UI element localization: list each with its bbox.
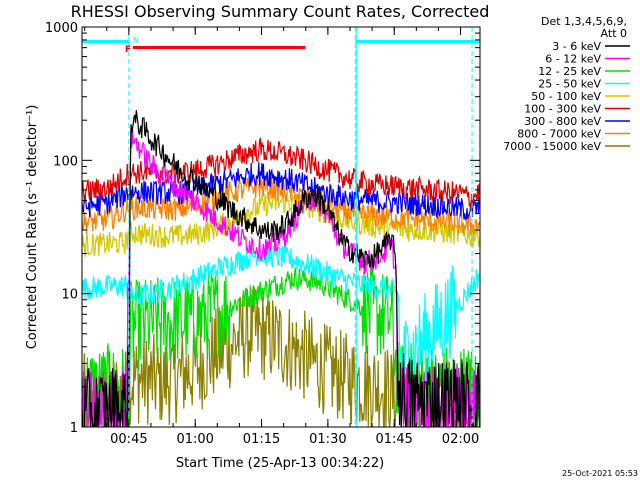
legend-label: 100 - 300 keV <box>524 103 601 116</box>
annotation-layer: FN <box>82 27 480 427</box>
series-800-7000keV-line <box>82 175 480 236</box>
flare-flag-label: F <box>125 45 131 55</box>
legend-label: 25 - 50 keV <box>538 78 601 91</box>
flare-flag-bar <box>132 46 306 49</box>
x-tick-label: 01:45 <box>375 432 412 447</box>
legend-label: 50 - 100 keV <box>531 90 601 103</box>
series-300-800keV-line <box>82 162 480 221</box>
x-tick-label: 01:00 <box>176 432 213 447</box>
legend-label: 3 - 6 keV <box>552 40 601 53</box>
y-tick-label: 1000 <box>45 21 78 36</box>
series-100-300keV-line <box>82 136 480 209</box>
night-flag-label: N <box>133 36 139 45</box>
plot-frame <box>81 26 481 428</box>
y-axis-label: Corrected Count Rate (s⁻¹ detector⁻¹) <box>25 105 40 350</box>
y-tick-label: 10 <box>61 288 78 303</box>
legend-label: 800 - 7000 keV <box>517 128 601 141</box>
series-25-50keV-line <box>82 243 480 401</box>
y-tick-label: 1 <box>70 421 78 436</box>
x-axis-label: Start Time (25-Apr-13 00:34:22) <box>176 456 384 471</box>
legend-label: 7000 - 15000 keV <box>503 140 601 153</box>
y-tick-label: 100 <box>53 154 78 169</box>
footer-timestamp: 25-Oct-2021 05:53 <box>562 469 638 478</box>
legend-header: Att 0 <box>601 27 627 40</box>
night-bar-0 <box>82 40 129 43</box>
x-tick-label: 02:00 <box>442 432 479 447</box>
x-tick-label: 00:45 <box>110 432 147 447</box>
legend-label: 12 - 25 keV <box>538 65 601 78</box>
series-3-6keV-line <box>82 110 480 427</box>
chart-title: RHESSI Observing Summary Count Rates, Co… <box>71 2 490 21</box>
legend-label: 6 - 12 keV <box>545 53 601 66</box>
legend-header: Det 1,3,4,5,6,9, <box>541 15 627 28</box>
night-bar-1 <box>355 40 480 43</box>
legend-label: 300 - 800 keV <box>524 115 601 128</box>
series-layer <box>82 110 480 427</box>
x-tick-label: 01:30 <box>309 432 346 447</box>
x-tick-label: 01:15 <box>243 432 280 447</box>
axis-layer: 00:45 01:00 01:15 01:30 01:45 02:00 1 10 100 1000 <box>45 21 480 447</box>
series-50-100keV-line <box>82 191 480 258</box>
